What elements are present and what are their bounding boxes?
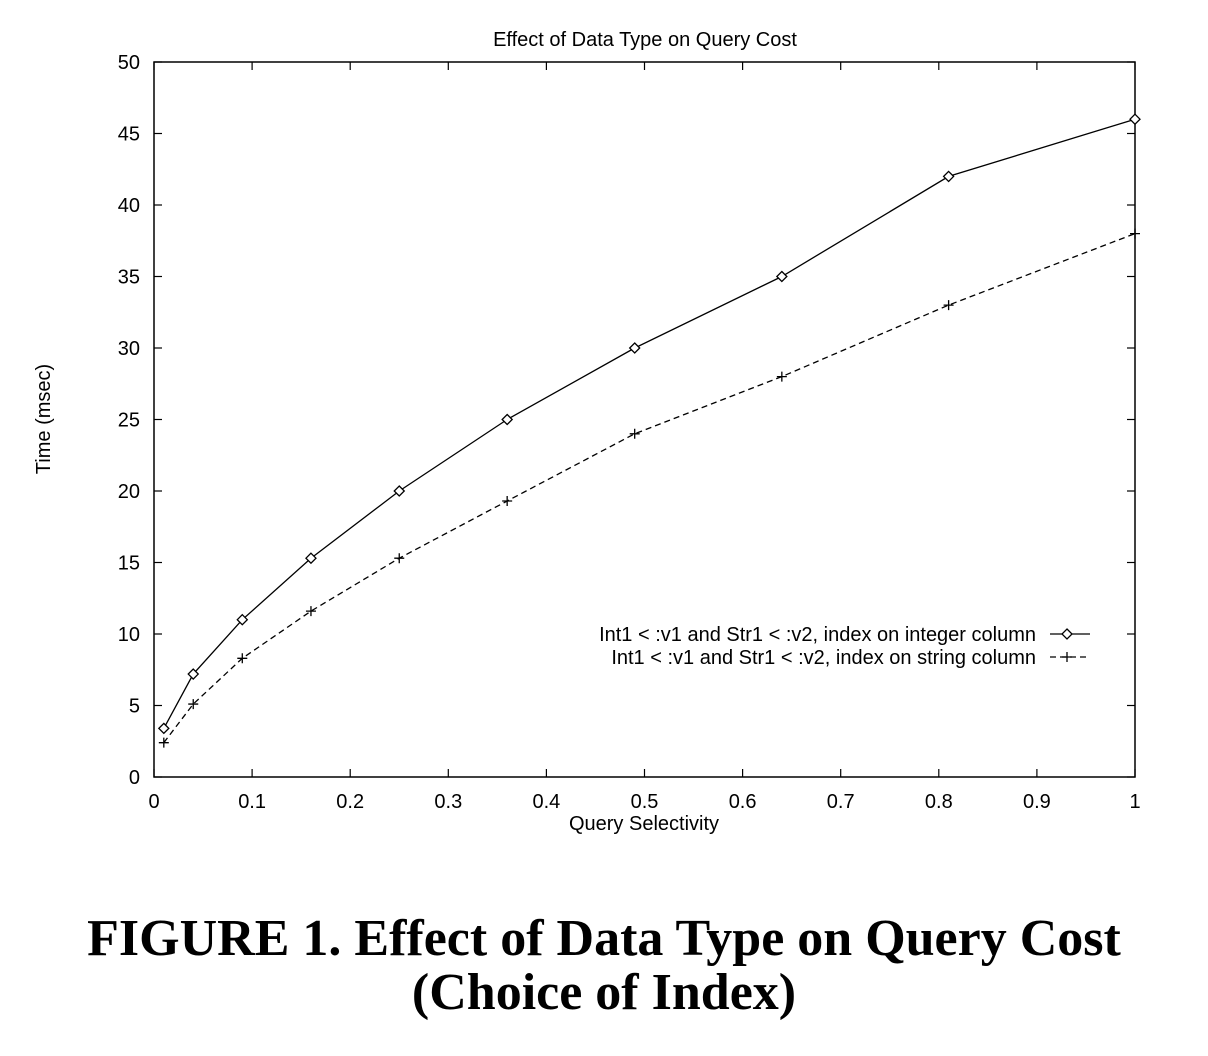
y-tick-label: 35 — [118, 267, 140, 289]
series-2-point — [1130, 228, 1140, 239]
series-1-point — [1129, 113, 1141, 126]
series-1-point — [501, 413, 514, 426]
series-1-point — [393, 485, 406, 497]
x-axis-label: Query Selectivity — [569, 813, 719, 835]
series-1-point — [775, 270, 788, 283]
x-tick-label: 0.6 — [729, 791, 757, 813]
x-tick-label: 0.2 — [336, 791, 364, 813]
y-tick-label: 5 — [129, 696, 140, 718]
series-1-point — [157, 722, 170, 735]
series-layer — [157, 113, 1141, 748]
y-tick-label: 10 — [118, 624, 140, 646]
legend-swatch-marker-2 — [1062, 652, 1072, 662]
series-2-point — [188, 699, 199, 710]
line-chart: Effect of Data Type on Query Cost Time (… — [33, 29, 1141, 835]
figure-caption: FIGURE 1. Effect of Data Type on Query C… — [0, 912, 1208, 1020]
y-axis-label: Time (msec) — [33, 364, 55, 474]
x-tick-label: 0 — [148, 791, 159, 813]
legend-label-1: Int1 < :v1 and Str1 < :v2, index on inte… — [599, 624, 1036, 646]
series-2-point — [305, 606, 316, 617]
x-tick-label: 1 — [1129, 791, 1140, 813]
series-2 — [158, 228, 1140, 748]
series-2-point — [629, 428, 640, 439]
y-tick-label: 40 — [118, 195, 140, 217]
y-tick-label: 25 — [118, 410, 140, 432]
x-tick-label: 0.4 — [532, 791, 560, 813]
x-tick-label: 0.8 — [925, 791, 953, 813]
y-tick-label: 20 — [118, 481, 140, 503]
series-1-line — [163, 118, 1136, 729]
y-tick-label: 0 — [129, 767, 140, 789]
legend: Int1 < :v1 and Str1 < :v2, index on inte… — [599, 624, 1090, 669]
series-1-point — [187, 668, 200, 680]
series-1-point — [942, 170, 955, 183]
x-tick-label: 0.1 — [238, 791, 266, 813]
y-tick-label: 50 — [118, 52, 140, 74]
x-tick-label: 0.3 — [434, 791, 462, 813]
legend-swatch-marker-1 — [1061, 628, 1073, 640]
series-2-line — [163, 232, 1136, 744]
legend-label-2: Int1 < :v1 and Str1 < :v2, index on stri… — [611, 647, 1036, 669]
y-tick-label: 30 — [118, 338, 140, 360]
series-1 — [157, 113, 1141, 735]
series-2-point — [394, 553, 405, 564]
series-2-point — [158, 737, 169, 748]
series-1-point — [628, 342, 641, 354]
series-1-point — [305, 552, 317, 565]
x-tick-label: 0.7 — [827, 791, 855, 813]
series-1-point — [236, 613, 249, 626]
plot-frame — [153, 61, 1136, 778]
y-tick-label: 15 — [118, 553, 140, 575]
series-2-point — [502, 496, 513, 507]
series-2-point — [776, 371, 787, 382]
figure-caption-line-1: FIGURE 1. Effect of Data Type on Query C… — [87, 910, 1121, 967]
chart-title: Effect of Data Type on Query Cost — [493, 29, 797, 51]
x-tick-label: 0.9 — [1023, 791, 1051, 813]
figure-caption-line-2: (Choice of Index) — [411, 964, 797, 1021]
series-2-point — [237, 653, 248, 664]
series-2-point — [943, 300, 954, 311]
y-tick-label: 45 — [118, 124, 140, 146]
axis-ticks: 0 0.1 0.2 0.3 0.4 0.5 0.6 0.7 0.8 0.9 105101520253… — [118, 52, 1141, 813]
x-tick-label: 0.5 — [631, 791, 659, 813]
